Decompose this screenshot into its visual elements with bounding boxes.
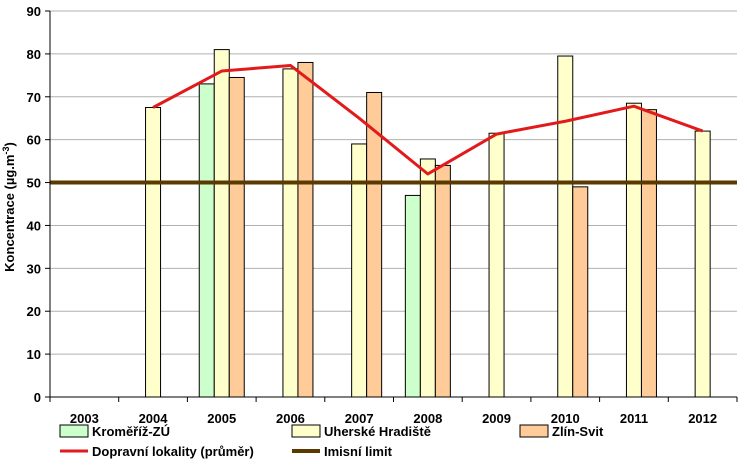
bar-uhersk-hradi-t--2006: [282, 68, 299, 398]
y-tick-label: 70: [27, 90, 41, 105]
x-tick-label: 2008: [413, 411, 442, 426]
bar-uhersk-hradi-t--2012: [694, 130, 711, 398]
legend-swatch: [519, 424, 549, 438]
series-lines: [50, 63, 737, 185]
bars: [145, 49, 711, 398]
x-tick-label: 2003: [70, 411, 99, 426]
bar-uhersk-hradi-t--2009: [488, 132, 505, 398]
x-tick-label: 2011: [620, 411, 648, 426]
legend-label: Kroměříž-ZÚ: [92, 424, 170, 439]
bar-zl-n-svit-2010: [572, 186, 589, 398]
bar-zl-n-svit-2011: [640, 109, 657, 398]
bar-uhersk-hradi-t--2008: [419, 158, 436, 398]
bar-zl-n-svit-2008: [434, 164, 451, 398]
legend-swatch: [59, 424, 89, 438]
x-tick-label: 2007: [345, 411, 374, 426]
y-tick-label: 30: [27, 261, 41, 276]
legend-label: Imisní limit: [324, 444, 393, 459]
line-dopravn-lokality-pr-m-r-: [152, 63, 704, 176]
y-tick-label: 10: [27, 347, 41, 362]
y-tick-label: 80: [27, 47, 41, 62]
y-tick-label: 20: [27, 304, 41, 319]
bar-uhersk-hradi-t--2011: [625, 102, 642, 398]
legend-label: Uherské Hradiště: [324, 424, 431, 439]
bar-uhersk-hradi-t--2004: [145, 107, 162, 398]
x-tick-label: 2006: [276, 411, 305, 426]
x-tick-label: 2012: [688, 411, 717, 426]
y-tick-label: 50: [27, 176, 41, 191]
x-tick-label: 2005: [207, 411, 236, 426]
bar-uhersk-hradi-t--2005: [213, 49, 230, 398]
x-tick-label: 2009: [482, 411, 511, 426]
legend-label: Zlín-Svit: [552, 424, 604, 439]
bar-krom-z--2008: [404, 194, 421, 398]
y-tick-label: 40: [27, 218, 41, 233]
bar-zl-n-svit-2007: [366, 91, 383, 398]
x-tick-label: 2004: [139, 411, 169, 426]
legend-label: Dopravní lokality (průměr): [92, 444, 254, 459]
bar-krom-z--2005: [198, 83, 215, 398]
x-tick-label: 2010: [551, 411, 580, 426]
bar-uhersk-hradi-t--2010: [557, 55, 574, 398]
axes: [45, 10, 738, 402]
y-axis-label: Koncentrace (µg.m-3): [1, 142, 17, 272]
y-tick-label: 90: [27, 4, 41, 19]
legend: Kroměříž-ZÚ Uherské Hradiště Zlín-Svit Dopr…: [59, 424, 604, 459]
tick-labels: 0 10 20 30 40 50 60 70 80 90 2003 2004 2005 2006 2007 2…: [27, 4, 718, 426]
bar-zl-n-svit-2006: [297, 61, 314, 398]
y-tick-label: 0: [34, 390, 41, 405]
legend-swatch: [291, 424, 321, 438]
y-tick-label: 60: [27, 133, 41, 148]
bar-zl-n-svit-2005: [228, 76, 245, 398]
gridlines: [50, 10, 737, 355]
